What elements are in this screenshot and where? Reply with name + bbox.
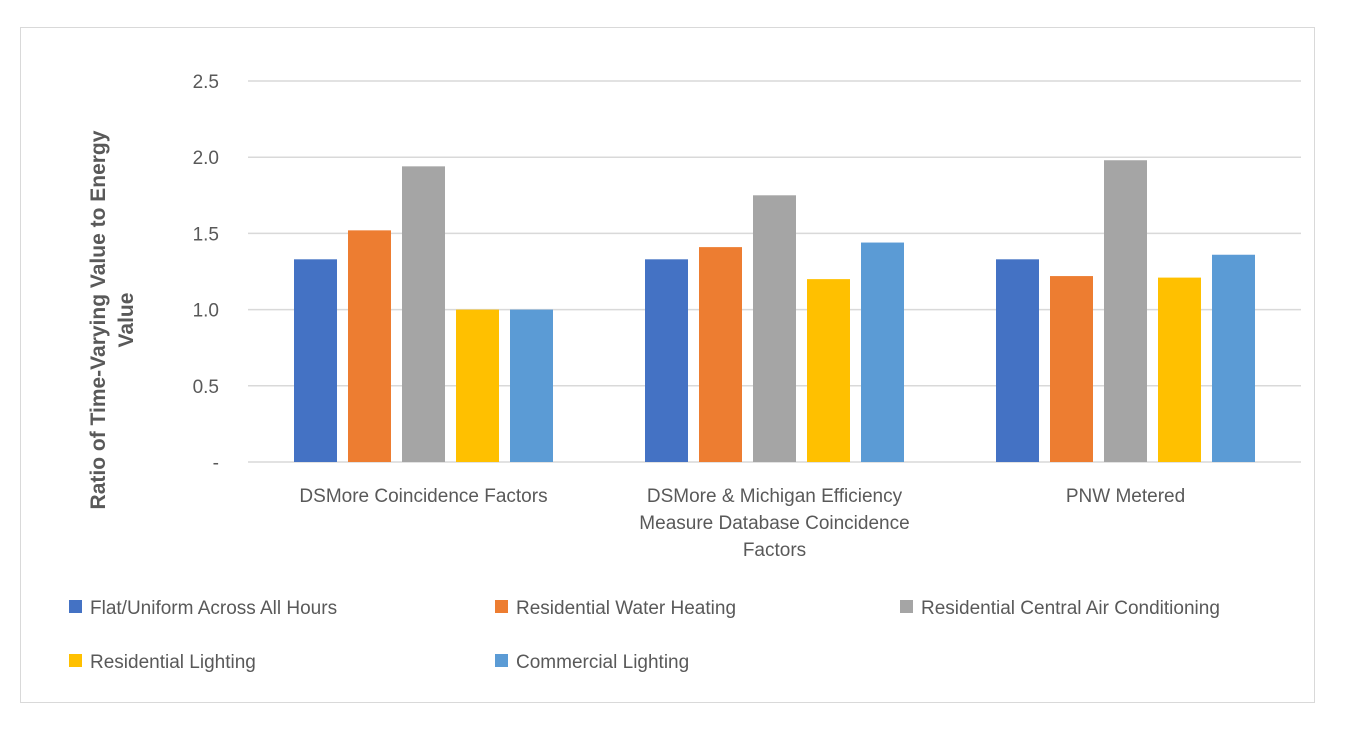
y-tick-label: 2.0: [193, 148, 219, 169]
bar-residential-lighting: [807, 279, 850, 462]
legend-swatch: [69, 654, 82, 667]
x-category-label: DSMore Coincidence Factors: [299, 486, 547, 507]
bar-flat-uniform-across-all-hours: [645, 259, 688, 462]
bar-chart: - 0.5 1.0 1.5 2.0 2.5 DSMore Coincidence Fact…: [69, 72, 1301, 673]
bar-residential-central-air-conditioning: [753, 195, 796, 463]
legend-swatch: [900, 600, 913, 613]
y-axis-title-text: Ratio of Time-Varying Value to Energy Val…: [87, 130, 138, 509]
bar-residential-central-air-conditioning: [402, 166, 445, 462]
legend-label: Commercial Lighting: [516, 652, 689, 673]
legend: Flat/Uniform Across All Hours Residential…: [69, 598, 1220, 673]
bar-commercial-lighting: [1212, 254, 1255, 462]
x-category-label-line: PNW Metered: [1066, 486, 1185, 507]
bar-residential-water-heating: [699, 247, 742, 462]
y-tick-label: 0.5: [193, 377, 219, 398]
bar-residential-lighting: [1158, 277, 1201, 462]
legend-label: Residential Lighting: [90, 652, 256, 673]
x-axis-categories: DSMore Coincidence Factors DSMore & Michi…: [299, 486, 1185, 561]
bar-flat-uniform-across-all-hours: [294, 259, 337, 462]
y-axis-title-line: Value: [115, 293, 138, 348]
y-tick-label: 1.5: [193, 224, 219, 245]
bar-residential-lighting: [456, 309, 499, 462]
bar-residential-central-air-conditioning: [1104, 160, 1147, 463]
y-tick-label: 2.5: [193, 72, 219, 93]
y-axis-ticks: - 0.5 1.0 1.5 2.0 2.5: [193, 72, 219, 474]
legend-label: Flat/Uniform Across All Hours: [90, 598, 337, 619]
bar-residential-water-heating: [1050, 276, 1093, 462]
legend-label: Residential Central Air Conditioning: [921, 598, 1220, 619]
y-axis-title-line: Ratio of Time-Varying Value to Energy: [87, 130, 110, 509]
bar-commercial-lighting: [510, 309, 553, 462]
x-category-label-line: DSMore & Michigan Efficiency: [647, 486, 903, 507]
y-tick-label: 1.0: [193, 301, 219, 322]
bars: [294, 160, 1255, 463]
legend-swatch: [69, 600, 82, 613]
y-axis-title: Ratio of Time-Varying Value to Energy Val…: [87, 130, 138, 509]
x-category-label: PNW Metered: [1066, 486, 1185, 507]
bar-commercial-lighting: [861, 242, 904, 462]
legend-label: Residential Water Heating: [516, 598, 736, 619]
x-category-label-line: Measure Database Coincidence: [639, 513, 909, 534]
legend-swatch: [495, 654, 508, 667]
bar-flat-uniform-across-all-hours: [996, 259, 1039, 462]
legend-swatch: [495, 600, 508, 613]
bar-residential-water-heating: [348, 230, 391, 462]
x-category-label-line: DSMore Coincidence Factors: [299, 486, 547, 507]
chart-frame: - 0.5 1.0 1.5 2.0 2.5 DSMore Coincidence Fact…: [20, 27, 1315, 703]
y-tick-label: -: [213, 453, 219, 474]
x-category-label-line: Factors: [743, 540, 806, 561]
x-category-label: DSMore & Michigan Efficiency Measure Data…: [639, 486, 909, 561]
